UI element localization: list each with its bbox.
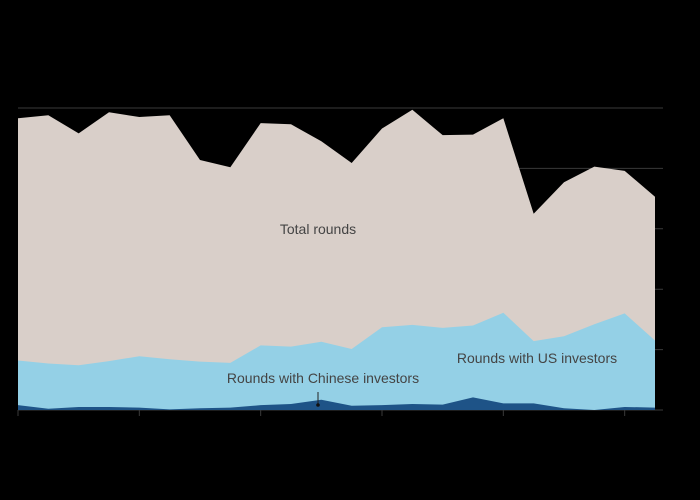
series-label-cn: Rounds with Chinese investors bbox=[227, 370, 419, 386]
series-labels: Total rounds Rounds with US investors Roun… bbox=[227, 221, 617, 407]
plot-areas bbox=[17, 109, 656, 411]
area-us bbox=[18, 312, 655, 410]
cn-label-dot bbox=[316, 403, 320, 407]
series-label-total: Total rounds bbox=[280, 221, 356, 237]
axis-ticks bbox=[17, 410, 626, 416]
area-cn bbox=[18, 397, 655, 410]
series-label-us: Rounds with US investors bbox=[457, 350, 617, 366]
